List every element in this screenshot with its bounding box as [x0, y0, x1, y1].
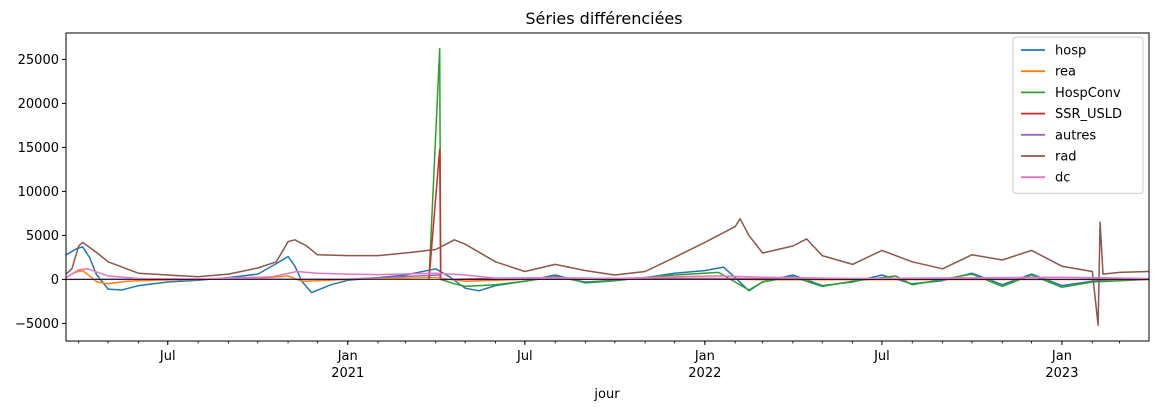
x-tick-label: Jan: [1051, 349, 1072, 364]
series-line-dc: [65, 268, 1150, 280]
legend-label: autres: [1055, 128, 1096, 143]
legend-label: rea: [1055, 65, 1076, 80]
legend-label: rad: [1055, 150, 1077, 165]
x-axis-label: jour: [593, 387, 620, 402]
legend-label: hosp: [1055, 44, 1086, 59]
y-tick-label: 15000: [18, 141, 59, 156]
x-tick-label: Jul: [873, 349, 890, 364]
x-axis: Jul Jan 2021 Jul Jan 2022 Jul Jan 2023: [78, 341, 1121, 381]
series-line-rad: [65, 217, 1150, 326]
legend-label: dc: [1055, 171, 1070, 186]
x-tick-label: Jul: [159, 349, 176, 364]
y-tick-label: 5000: [26, 229, 59, 244]
y-tick-label: 0: [51, 273, 59, 288]
legend-box: [1012, 36, 1144, 194]
plot-background: [66, 33, 1149, 341]
x-tick-label: Jan: [694, 349, 715, 364]
x-tick-label: Jan: [337, 349, 358, 364]
x-tick-year-label: 2023: [1045, 366, 1078, 381]
x-tick-year-label: 2022: [688, 366, 721, 381]
y-tick-label: −5000: [15, 317, 59, 332]
y-tick-label: 10000: [18, 185, 59, 200]
x-tick-label: Jul: [516, 349, 533, 364]
y-tick-label: 25000: [18, 53, 59, 68]
chart-title: Séries différenciées: [525, 9, 682, 28]
x-tick-year-label: 2021: [331, 366, 364, 381]
y-axis: −5000 0 5000 10000 15000 20000 25000: [15, 53, 66, 332]
legend-label: SSR_USLD: [1055, 107, 1122, 122]
plot-frame: [65, 32, 1150, 342]
legend-label: HospConv: [1055, 86, 1121, 101]
series-line-hospconv: [428, 48, 1150, 291]
y-tick-label: 20000: [18, 97, 59, 112]
